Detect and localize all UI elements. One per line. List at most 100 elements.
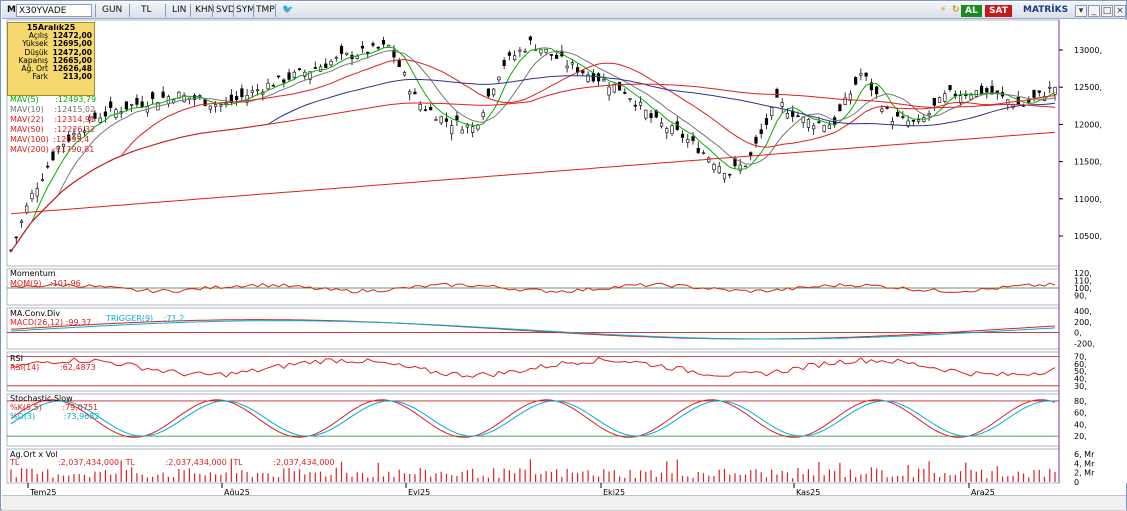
tool-khn-button[interactable]: KHN — [195, 5, 215, 15]
candle-body — [25, 205, 29, 214]
candle-body — [413, 91, 417, 95]
candle-body — [471, 126, 475, 133]
candle-body — [418, 103, 422, 111]
candle-body — [1037, 90, 1041, 93]
candle-body — [665, 128, 669, 134]
candle-body — [423, 109, 428, 111]
close-icon[interactable]: × — [1114, 5, 1126, 17]
refresh-icon[interactable]: ↻ — [952, 5, 960, 15]
tool-svd-button[interactable]: SVD — [216, 5, 235, 15]
candle-body — [130, 104, 134, 106]
candle-body — [103, 111, 108, 117]
volume-axis-label: 4, Mr — [1074, 459, 1095, 468]
candle-body — [444, 118, 449, 122]
candle-body — [659, 122, 664, 127]
maximize-icon[interactable]: □ — [1101, 5, 1113, 17]
candle-body — [785, 113, 790, 119]
candle-body — [77, 133, 81, 139]
candle-body — [67, 134, 71, 142]
mav100-line — [10, 83, 1056, 252]
price-axis-label: 10500, — [1074, 232, 1102, 241]
info-row-open: Açılış 12472,00 — [28, 31, 92, 40]
candle-body — [696, 147, 700, 154]
lightning-icon[interactable]: ⚡ — [940, 5, 947, 15]
candle-body — [35, 188, 39, 197]
candle-body — [932, 97, 936, 106]
candle-body — [880, 108, 884, 112]
date-label: Ara25 — [971, 488, 995, 497]
vol-legend: TL :2,037,434,000 TL :2,037,434,000 TL :… — [10, 458, 335, 467]
rsi-axis-label: 50, — [1074, 367, 1087, 376]
currency-button[interactable]: TL — [141, 5, 152, 15]
candle-body — [224, 102, 228, 105]
stoch-axis-label: 40, — [1074, 420, 1087, 429]
sell-button[interactable]: SAT — [985, 5, 1012, 17]
candle-body — [56, 146, 60, 150]
candle-body — [465, 124, 470, 128]
period-button[interactable]: GUN — [102, 5, 123, 15]
candle-body — [345, 52, 349, 55]
panel-frame-2 — [6, 307, 1060, 350]
symbol-field[interactable]: X30YVADE — [16, 4, 92, 17]
tool-lin-button[interactable]: LIN — [172, 5, 187, 15]
candle-body — [979, 85, 984, 94]
candle-body — [250, 90, 254, 93]
candle-body — [318, 66, 323, 72]
candle-body — [612, 83, 616, 93]
price-axis-label: 12500, — [1074, 83, 1102, 92]
candle-body — [581, 70, 585, 74]
price-axis-label: 11000, — [1074, 195, 1102, 204]
candle-body — [271, 85, 275, 87]
buy-button[interactable]: AL — [961, 5, 982, 17]
stoch-axis-label: 20, — [1074, 432, 1087, 441]
candle-body — [764, 118, 769, 125]
candle-body — [712, 163, 716, 171]
volume-axis-label: 0 — [1074, 478, 1079, 487]
rsi-title: RSI — [10, 354, 23, 363]
candle-body — [854, 77, 858, 85]
twitter-icon[interactable]: 🐦 — [282, 5, 294, 15]
info-row-wavg: Ağ. Ort 12626,48 — [21, 64, 92, 74]
candle-body — [240, 88, 244, 98]
candle-body — [728, 173, 732, 176]
candle-body — [109, 101, 113, 108]
candle-body — [255, 89, 260, 92]
candle-body — [455, 115, 459, 121]
candle-body — [161, 91, 165, 98]
candle-body — [402, 72, 407, 76]
candle-body — [371, 43, 375, 46]
candle-body — [124, 101, 129, 110]
candle-body — [817, 121, 821, 123]
rsi-axis-label: 40, — [1074, 374, 1087, 383]
panel-frame-1 — [6, 268, 1060, 306]
status-bar — [2, 495, 1126, 510]
mav10-legend: MAV(10) :12415,02 — [10, 105, 96, 114]
menu-m-button[interactable]: M — [7, 5, 16, 15]
rsi-axis-label: 60, — [1074, 360, 1087, 369]
candle-body — [796, 115, 800, 118]
candle-body — [297, 68, 302, 71]
date-label: Tem25 — [29, 488, 56, 497]
candle-body — [591, 72, 595, 82]
tool-tmp-button[interactable]: TMP — [256, 5, 275, 15]
price-axis-label: 11500, — [1074, 158, 1102, 167]
candle-body — [72, 132, 76, 136]
candle-body — [282, 79, 286, 83]
candle-body — [324, 63, 328, 68]
candle-body — [539, 49, 543, 54]
options-icon[interactable]: ▾ — [1075, 5, 1087, 17]
tool-sym-button[interactable]: SYM — [236, 5, 255, 15]
candle-body — [964, 94, 968, 97]
panel-frame-4 — [6, 393, 1060, 447]
price-axis-label: 12000, — [1074, 120, 1102, 129]
candle-body — [1032, 89, 1036, 98]
price-info-box: 15Aralık25 Açılış 12472,00 Yüksek 12695,00… — [7, 22, 95, 96]
candle-body — [30, 192, 34, 200]
minimize-icon[interactable]: _ — [1088, 5, 1100, 17]
info-row-diff: Fark 213,00 — [32, 72, 92, 82]
stoch-d-legend: %D(3) :73,9682 — [10, 412, 100, 421]
candle-body — [381, 39, 386, 45]
candle-body — [376, 46, 380, 49]
candle-body — [754, 136, 758, 144]
